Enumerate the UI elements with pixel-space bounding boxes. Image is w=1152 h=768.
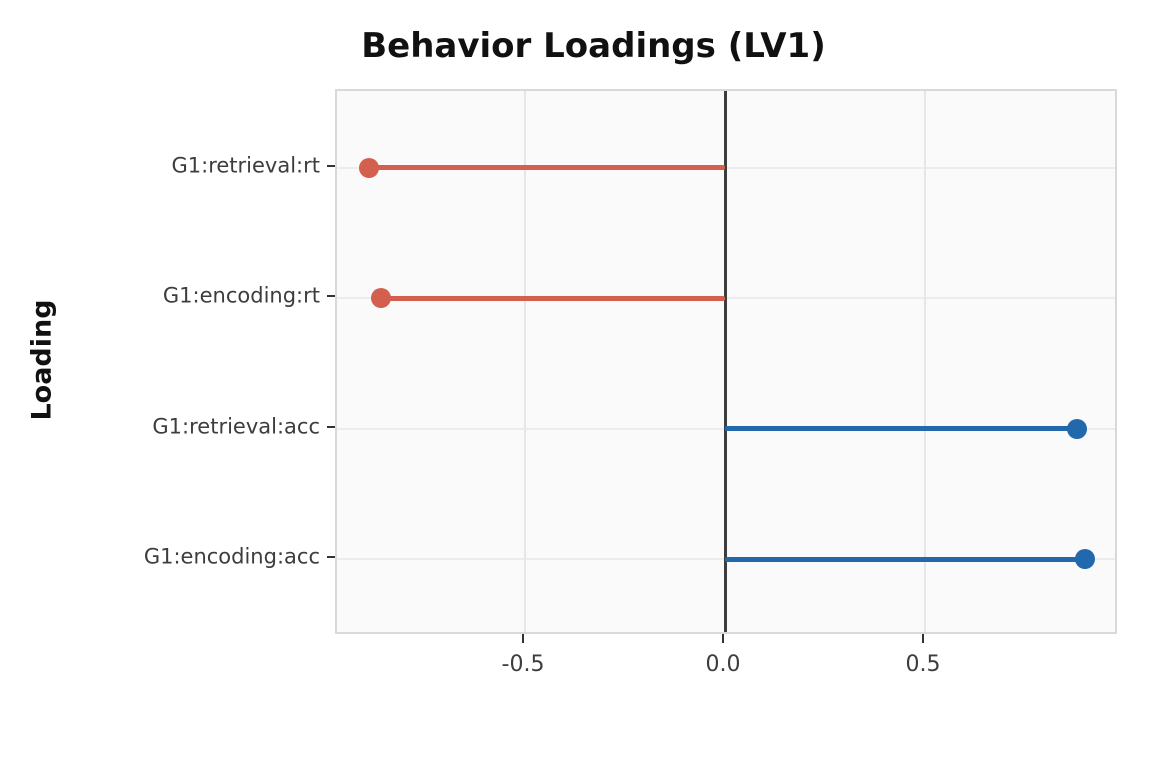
x-tick-label: 0.0	[705, 652, 741, 677]
y-axis-tick	[327, 425, 335, 428]
zero-reference-line	[723, 91, 727, 632]
y-tick-label: G1:retrieval:rt	[171, 153, 321, 178]
y-axis-tick	[327, 556, 335, 559]
lollipop-dot	[371, 288, 391, 309]
plot-area	[335, 89, 1117, 634]
vertical-gridline	[524, 91, 526, 632]
x-tick-label: -0.5	[501, 652, 545, 677]
y-axis-tick	[327, 295, 335, 298]
lollipop-stem	[725, 556, 1085, 562]
y-axis-label: Loading	[26, 299, 58, 421]
lollipop-dot	[1067, 418, 1087, 439]
x-axis-tick	[722, 634, 724, 643]
x-axis-tick	[922, 634, 924, 643]
lollipop-stem	[725, 426, 1077, 432]
x-axis-tick	[522, 634, 524, 643]
lollipop-dot	[1075, 549, 1095, 570]
y-axis-tick	[327, 164, 335, 167]
y-tick-label: G1:retrieval:acc	[152, 414, 320, 439]
chart-title: Behavior Loadings (LV1)	[361, 26, 826, 66]
lollipop-stem	[381, 295, 725, 301]
lollipop-dot	[359, 157, 379, 178]
y-tick-label: G1:encoding:acc	[143, 544, 320, 569]
lollipop-stem	[369, 165, 725, 171]
vertical-gridline	[924, 91, 926, 632]
x-tick-label: 0.5	[905, 652, 941, 677]
y-tick-label: G1:encoding:rt	[162, 283, 320, 308]
